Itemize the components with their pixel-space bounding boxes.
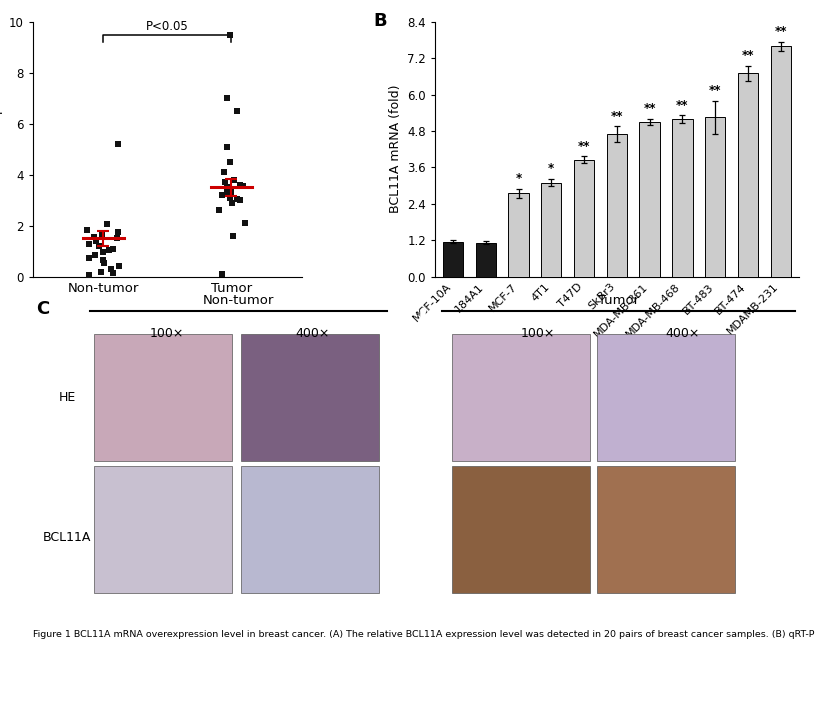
Point (220, 141, 233, 152)
Point (215, 189, 228, 201)
Text: *: * (548, 163, 554, 176)
Point (230, 105, 243, 117)
Bar (738, 73, 758, 277)
Point (224, 184, 237, 196)
Text: **: ** (742, 49, 754, 62)
Point (106, 267, 119, 279)
Text: **: ** (578, 139, 590, 152)
Text: 400×: 400× (665, 327, 699, 340)
Point (112, 139, 125, 150)
Bar (574, 160, 594, 277)
Text: **: ** (774, 25, 787, 38)
Bar (770, 46, 791, 277)
Point (103, 244, 116, 256)
Point (221, 187, 234, 198)
Point (218, 166, 231, 178)
Point (225, 188, 238, 200)
Point (82, 252, 95, 264)
Point (81, 224, 94, 235)
Text: 400×: 400× (295, 327, 329, 340)
Point (213, 205, 226, 216)
Point (216, 269, 229, 280)
Point (89, 249, 102, 261)
Bar (606, 134, 627, 277)
Text: **: ** (709, 84, 721, 97)
Bar (476, 242, 496, 277)
Text: 100×: 100× (149, 327, 184, 340)
Point (90, 235, 103, 247)
Bar (443, 242, 463, 277)
Bar (640, 122, 660, 277)
Text: **: ** (676, 99, 689, 112)
Text: BCL11A: BCL11A (43, 531, 91, 544)
Point (239, 217, 252, 229)
Point (231, 193, 244, 205)
Point (93, 240, 106, 252)
Text: *: * (515, 172, 522, 185)
Point (107, 242, 120, 254)
Text: Tumor: Tumor (598, 294, 639, 306)
Point (233, 195, 246, 206)
Point (223, 29, 236, 41)
Point (227, 230, 240, 242)
Y-axis label: BCL11A mRNA (fold): BCL11A mRNA (fold) (389, 85, 402, 213)
Point (234, 179, 247, 191)
Point (82, 237, 95, 249)
Text: P<0.05: P<0.05 (146, 20, 189, 33)
Text: **: ** (610, 110, 623, 123)
Text: 100×: 100× (521, 327, 555, 340)
Text: C: C (37, 301, 50, 318)
Point (227, 174, 240, 186)
Point (218, 176, 231, 188)
Text: **: ** (643, 102, 656, 115)
Bar (705, 118, 725, 277)
Point (104, 264, 117, 275)
Point (224, 192, 237, 203)
Bar (672, 119, 693, 277)
Point (112, 261, 126, 272)
Point (111, 227, 124, 238)
Text: B: B (373, 12, 387, 30)
Point (87, 232, 100, 243)
Point (95, 266, 108, 277)
Point (97, 254, 110, 266)
Point (221, 182, 234, 193)
Bar (509, 193, 529, 277)
Point (223, 156, 236, 168)
Text: Non-tumor: Non-tumor (203, 294, 274, 306)
Bar (541, 183, 562, 277)
Point (98, 257, 111, 269)
Point (110, 232, 123, 244)
Point (82, 269, 95, 281)
Point (95, 229, 108, 240)
Text: Figure 1 BCL11A mRNA overexpression level in breast cancer. (A) The relative BCL: Figure 1 BCL11A mRNA overexpression leve… (33, 630, 815, 639)
Point (226, 197, 239, 208)
Point (97, 247, 110, 258)
Point (236, 180, 249, 192)
Point (221, 92, 234, 104)
Point (100, 219, 113, 230)
Y-axis label: Relative BCL11A expression: Relative BCL11A expression (0, 62, 3, 237)
Text: HE: HE (59, 391, 76, 404)
